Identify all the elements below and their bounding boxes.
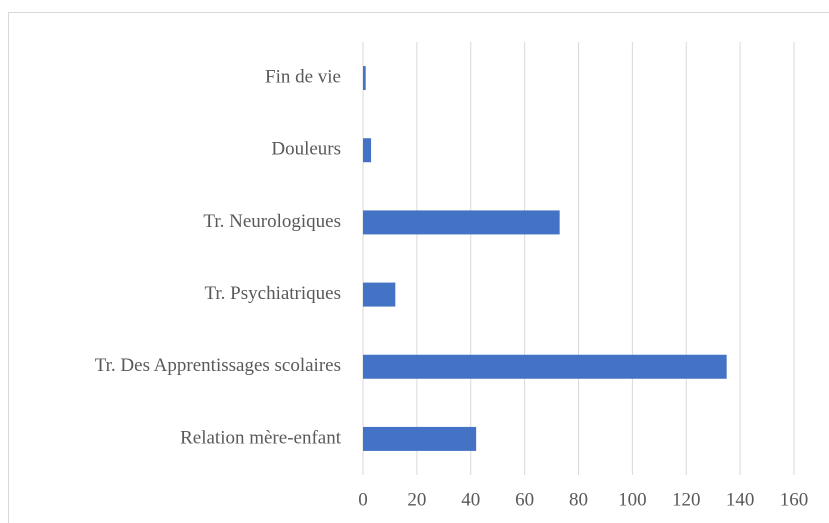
- bar: [363, 282, 396, 307]
- x-tick-label: 60: [515, 489, 534, 510]
- y-tick-label: Tr. Psychiatriques: [204, 283, 341, 304]
- x-tick-label: 140: [726, 489, 755, 510]
- x-tick-label: 80: [569, 489, 588, 510]
- x-tick-label: 0: [358, 489, 368, 510]
- x-tick-label: 120: [672, 489, 701, 510]
- x-tick-label: 20: [407, 489, 426, 510]
- x-tick-label: 160: [780, 489, 809, 510]
- bar: [363, 354, 727, 379]
- bar: [363, 426, 477, 451]
- y-tick-label: Fin de vie: [265, 66, 341, 87]
- bar: [363, 66, 366, 91]
- x-tick-label: 40: [461, 489, 480, 510]
- y-tick-label: Relation mère-enfant: [180, 427, 342, 448]
- y-tick-label: Tr. Neurologiques: [203, 211, 341, 232]
- x-tick-label: 100: [618, 489, 647, 510]
- bar: [363, 210, 560, 235]
- y-tick-label: Douleurs: [271, 139, 341, 160]
- y-tick-label: Tr. Des Apprentissages scolaires: [95, 355, 341, 376]
- bar: [363, 138, 372, 163]
